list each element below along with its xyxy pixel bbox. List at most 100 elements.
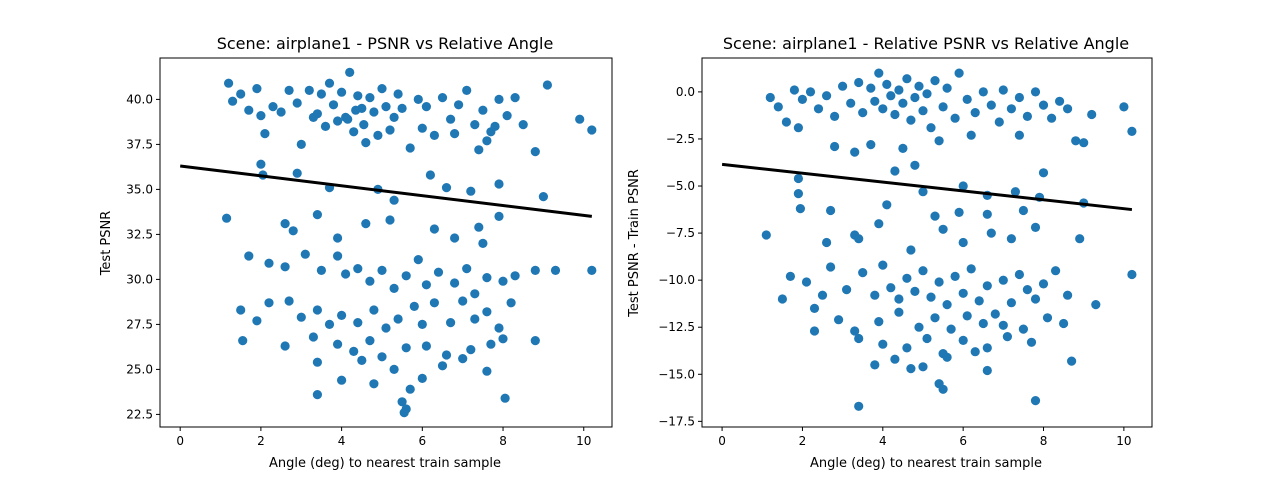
data-point-148: [870, 360, 880, 370]
y-tick-label: −12.5: [658, 320, 695, 334]
y-tick-label: −7.5: [666, 226, 695, 240]
data-point-45: [1047, 113, 1057, 123]
data-point-116: [324, 319, 335, 329]
data-point-91: [333, 251, 343, 261]
data-point-64: [256, 159, 266, 169]
x-tick-label: 8: [1040, 434, 1048, 448]
data-point-16: [878, 104, 888, 114]
data-point-28: [373, 130, 383, 140]
data-point-68: [389, 195, 399, 205]
data-point-3: [789, 85, 800, 95]
data-point-102: [910, 286, 920, 296]
data-point-108: [550, 265, 561, 275]
data-point-119: [369, 305, 379, 315]
x-axis-label: Angle (deg) to nearest train sample: [269, 456, 501, 471]
y-tick-label: 27.5: [126, 317, 153, 331]
data-point-139: [854, 333, 864, 344]
data-point-88: [1006, 234, 1017, 244]
data-point-102: [462, 264, 472, 274]
data-point-76: [312, 210, 322, 220]
data-point-77: [361, 219, 371, 229]
x-tick-label: 8: [499, 434, 507, 448]
data-point-71: [793, 189, 804, 199]
data-point-96: [389, 283, 399, 293]
data-point-147: [1026, 337, 1037, 347]
data-point-84: [450, 233, 460, 243]
data-point-11: [854, 77, 864, 88]
data-point-114: [296, 312, 306, 322]
data-point-101: [450, 278, 460, 288]
data-point-56: [898, 143, 908, 153]
data-point-104: [482, 273, 492, 283]
data-point-134: [998, 320, 1008, 330]
data-point-155: [399, 408, 409, 418]
data-point-54: [830, 141, 840, 152]
data-point-8: [276, 107, 286, 117]
x-tick-label: 10: [576, 434, 591, 448]
y-axis: 22.5 25.0 27.5 30.0 32.5 35.0 37.5 40.0: [126, 92, 160, 421]
data-point-5: [256, 111, 266, 121]
data-point-44: [482, 136, 492, 146]
data-point-0: [765, 92, 775, 103]
data-point-23: [353, 91, 363, 101]
data-point-112: [264, 298, 274, 308]
data-point-137: [1059, 318, 1069, 329]
y-tick-label: 35.0: [126, 182, 153, 196]
data-point-7: [822, 91, 832, 101]
data-point-55: [866, 140, 876, 150]
y-tick-label: 32.5: [126, 227, 153, 241]
data-point-113: [998, 275, 1008, 285]
data-point-110: [974, 296, 984, 306]
data-point-133: [978, 318, 988, 329]
data-point-46: [494, 94, 504, 104]
data-point-150: [437, 361, 448, 371]
data-point-155: [1030, 396, 1041, 406]
x-tick-label: 4: [879, 434, 887, 448]
data-point-127: [874, 317, 884, 327]
data-point-142: [486, 339, 496, 349]
data-point-52: [1127, 126, 1137, 136]
data-point-48: [1071, 136, 1081, 146]
data-point-122: [409, 301, 419, 311]
data-point-115: [1014, 269, 1024, 280]
data-point-22: [902, 74, 912, 84]
data-point-85: [938, 224, 948, 234]
data-point-81: [494, 211, 504, 221]
data-point-138: [401, 343, 411, 353]
y-axis-label: Test PSNR: [99, 211, 114, 277]
data-point-53: [587, 125, 597, 135]
data-point-18: [886, 91, 896, 101]
data-point-59: [1014, 130, 1024, 140]
data-point-17: [882, 79, 892, 89]
data-point-101: [902, 273, 912, 283]
data-point-144: [530, 336, 540, 346]
data-point-142: [922, 333, 932, 344]
data-point-73: [826, 205, 836, 216]
data-point-69: [1038, 168, 1049, 178]
data-point-86: [244, 251, 254, 261]
y-axis: −17.5 −15.0 −12.5 −10.0 −7.5 −5.0 −2.5 0.0: [658, 85, 702, 428]
data-point-70: [441, 183, 452, 193]
data-point-135: [1018, 324, 1028, 334]
data-point-99: [886, 283, 896, 293]
data-point-31: [385, 125, 395, 135]
data-point-39: [998, 85, 1008, 95]
data-point-90: [1075, 234, 1085, 244]
data-point-57: [934, 136, 944, 146]
data-point-147: [369, 379, 379, 389]
data-point-12: [304, 85, 314, 95]
data-point-151: [482, 366, 492, 376]
data-point-123: [417, 319, 427, 329]
data-point-29: [377, 84, 387, 94]
data-point-53: [793, 123, 804, 133]
data-point-34: [405, 143, 415, 153]
y-tick-label: −2.5: [666, 132, 695, 146]
data-point-19: [890, 109, 900, 120]
data-point-117: [1030, 294, 1041, 304]
data-point-94: [826, 262, 836, 272]
data-point-119: [1051, 266, 1061, 276]
data-point-116: [1022, 285, 1032, 295]
data-point-26: [918, 106, 928, 116]
data-point-98: [878, 260, 888, 270]
